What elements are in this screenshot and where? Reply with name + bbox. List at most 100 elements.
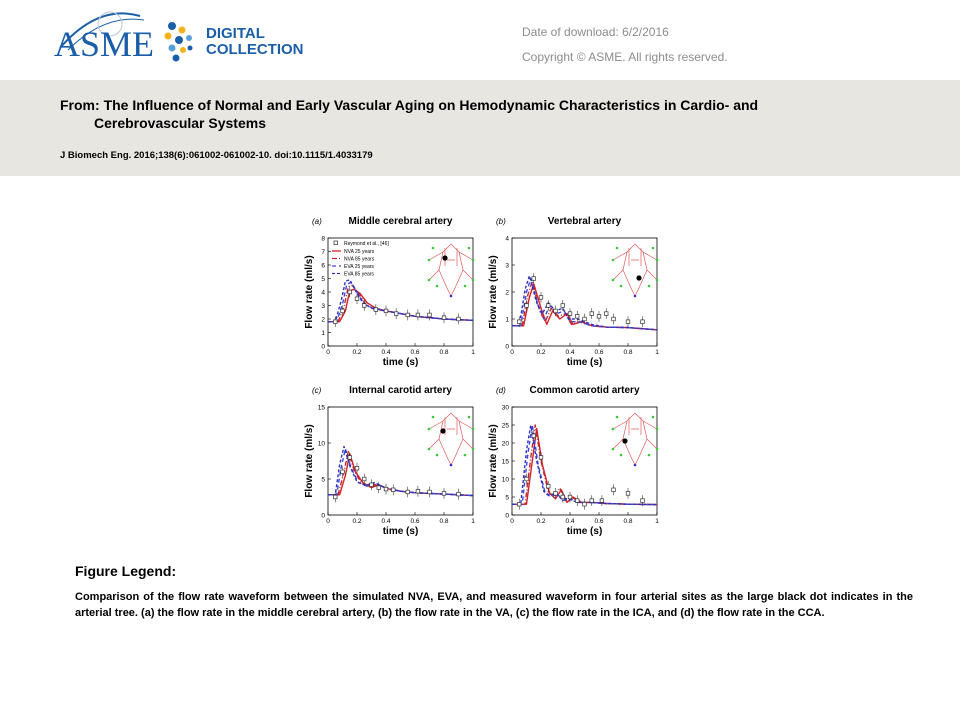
measured-point <box>333 319 338 324</box>
tree-node <box>611 278 615 282</box>
site-marker-dot <box>442 255 448 261</box>
tree-node <box>471 258 475 262</box>
series-line-2 <box>512 424 658 506</box>
measured-point <box>354 466 360 471</box>
x-tick-label: 0.4 <box>565 518 574 525</box>
x-tick-label: 0.8 <box>439 349 448 356</box>
chart-panel-4: (d) Common carotid artery 0 5 10 15 20 25 30 0 0.2… <box>488 385 659 537</box>
tree-vessels <box>428 412 474 466</box>
measured-point <box>553 308 558 314</box>
tree-node <box>655 447 659 451</box>
measured-point <box>567 311 573 316</box>
measured-point <box>625 319 631 324</box>
series-line-3 <box>512 424 658 506</box>
measured-point <box>625 491 631 496</box>
tree-node <box>435 453 439 457</box>
measured-point <box>589 498 594 503</box>
y-tick-label: 15 <box>502 459 510 466</box>
plot-frame <box>327 406 474 516</box>
tree-node <box>467 246 471 250</box>
series-line-2 <box>512 280 658 331</box>
measured-point <box>393 311 399 316</box>
measured-point <box>456 491 461 497</box>
logo-globe <box>97 11 123 37</box>
measured-point <box>640 498 645 503</box>
panel-letter: (b) <box>496 217 506 226</box>
x-tick-label: 0.8 <box>439 518 448 525</box>
measured-point <box>546 484 551 489</box>
tree-node <box>427 278 431 282</box>
tree-root <box>449 463 453 467</box>
measured-point <box>391 487 396 492</box>
y-tick-label: 4 <box>505 236 509 243</box>
logo-swoosh <box>59 12 141 49</box>
y-axis-label: Flow rate (ml/s) <box>304 255 315 328</box>
tree-node <box>427 447 431 451</box>
y-tick-label: 7 <box>321 249 325 256</box>
x-tick-label: 0 <box>326 518 330 525</box>
series-line-4 <box>512 424 658 506</box>
x-tick-label: 0.6 <box>594 518 603 525</box>
measured-point <box>560 303 565 308</box>
measured-point <box>376 485 381 490</box>
tree-node <box>651 415 655 419</box>
tree-node <box>655 258 659 262</box>
tree-node <box>471 427 475 431</box>
y-tick-label: 1 <box>505 317 509 324</box>
chart-title: Common carotid artery <box>529 385 639 396</box>
figure-panel: (a) Middle cerebral artery 0 1 2 3 4 5 6 7 8 0 0.2 0.… <box>300 205 670 550</box>
tree-node <box>647 453 651 457</box>
y-tick-label: 25 <box>502 423 510 430</box>
measured-point <box>405 489 410 495</box>
measured-point <box>354 296 360 301</box>
measured-point <box>340 469 345 474</box>
measured-point <box>640 319 645 324</box>
y-tick-label: 0 <box>505 513 509 520</box>
measured-point <box>611 487 616 492</box>
tree-node <box>651 246 655 250</box>
y-tick-label: 15 <box>318 405 326 412</box>
y-tick-label: 5 <box>321 477 325 484</box>
tree-node <box>619 284 623 288</box>
y-axis-label: Flow rate (ml/s) <box>488 255 499 328</box>
from-label: From: <box>60 97 100 113</box>
y-axis-label: Flow rate (ml/s) <box>304 424 315 497</box>
series-line-4 <box>328 445 474 497</box>
chart-title: Middle cerebral artery <box>349 216 453 227</box>
y-tick-label: 3 <box>505 263 509 270</box>
measured-point <box>340 308 345 314</box>
measured-point <box>589 311 594 316</box>
measured-point <box>560 494 565 500</box>
download-label: Date of download: <box>522 25 619 39</box>
y-tick-label: 4 <box>321 290 325 297</box>
x-tick-label: 0.4 <box>565 349 574 356</box>
chart-title: Vertebral artery <box>548 216 622 227</box>
measured-point <box>567 494 573 500</box>
measured-point <box>441 491 447 496</box>
tree-node <box>435 284 439 288</box>
y-tick-label: 0 <box>505 344 509 351</box>
tree-node <box>463 284 467 288</box>
measured-point <box>517 319 522 324</box>
tree-vessels <box>428 243 474 297</box>
measured-point <box>596 314 602 319</box>
measured-point <box>575 498 580 503</box>
x-tick-label: 1 <box>655 349 659 356</box>
arterial-tree-icon <box>611 243 659 298</box>
x-tick-label: 0.6 <box>410 518 419 525</box>
measured-point <box>546 303 551 308</box>
x-tick-label: 0.2 <box>536 349 545 356</box>
x-tick-label: 1 <box>471 518 475 525</box>
flow-rate-figure: (a) Middle cerebral artery 0 1 2 3 4 5 6 7 8 0 0.2 0.… <box>304 216 659 537</box>
asme-digital-collection-logo[interactable]: ASME DIGITAL COLLECTION <box>48 8 338 70</box>
x-tick-label: 1 <box>655 518 659 525</box>
panel-letter: (d) <box>496 386 506 395</box>
tree-node <box>655 427 659 431</box>
x-tick-label: 0.6 <box>594 349 603 356</box>
tree-node <box>619 453 623 457</box>
measured-point <box>373 307 379 312</box>
chart-title: Internal carotid artery <box>349 385 452 396</box>
series-line-4 <box>328 279 474 323</box>
article-citation[interactable]: J Biomech Eng. 2016;138(6):061002-061002… <box>60 150 373 161</box>
tree-node <box>463 453 467 457</box>
